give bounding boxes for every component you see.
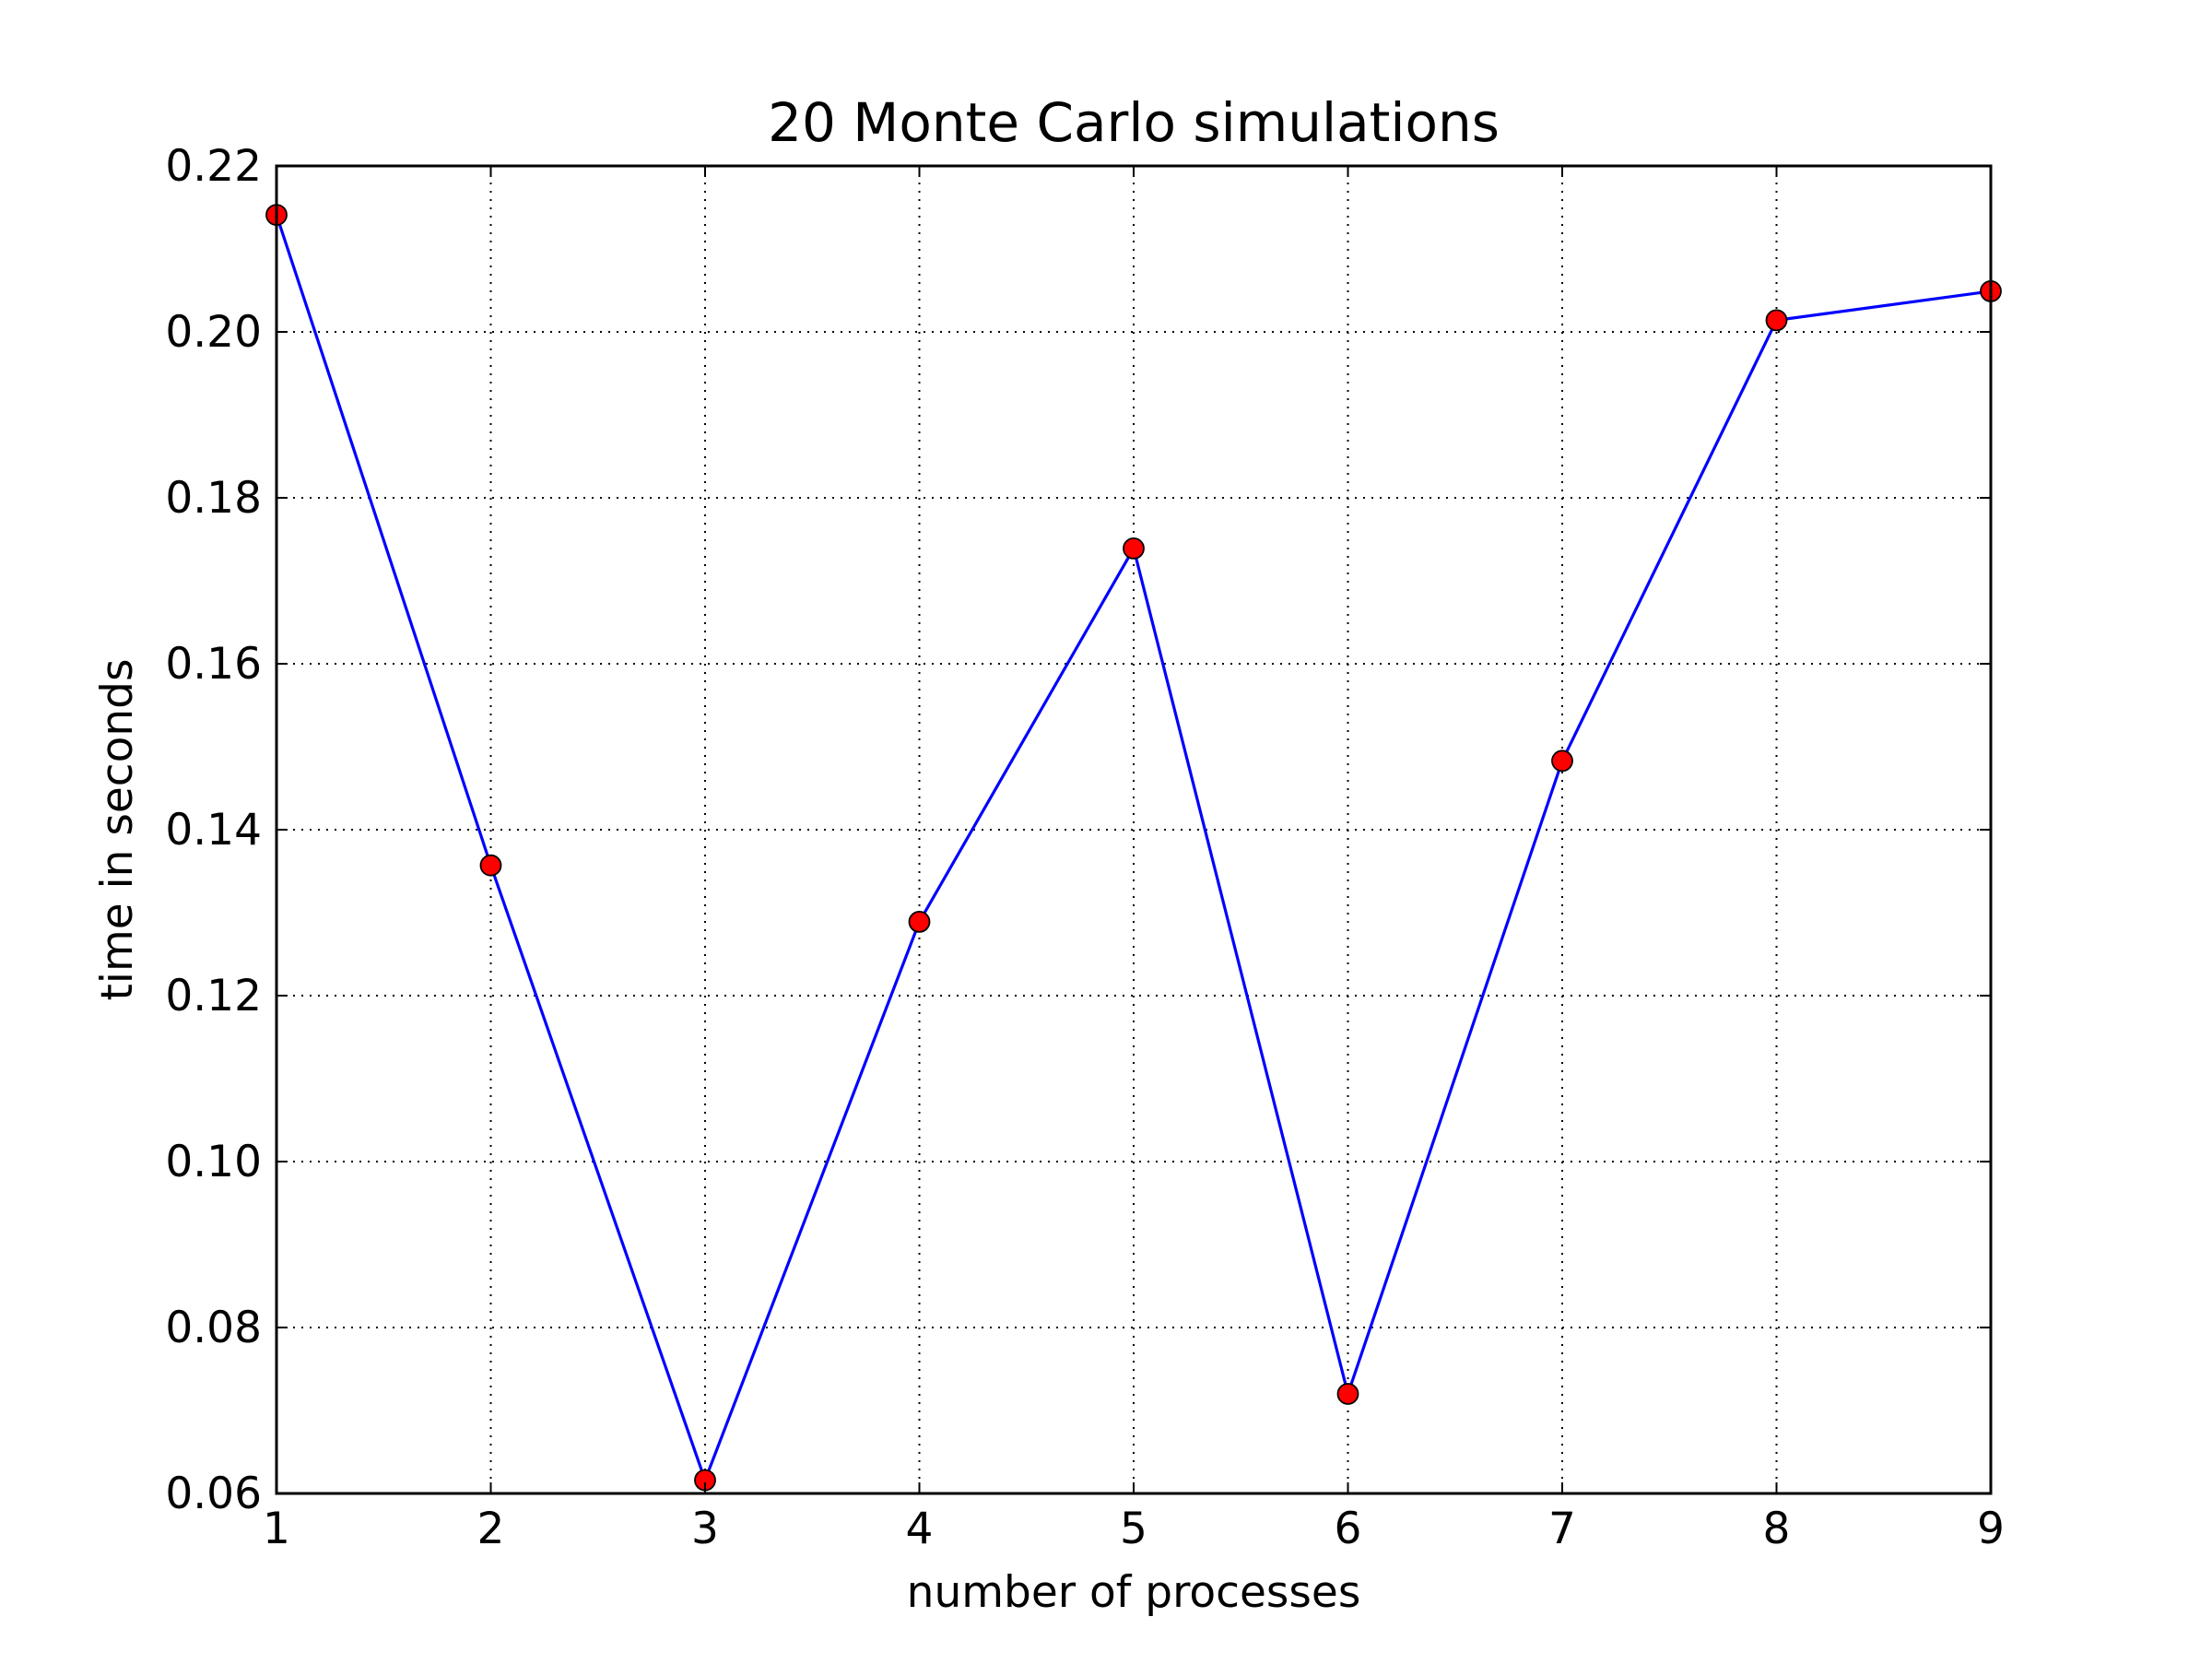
x-tick-label: 6 bbox=[1335, 1504, 1362, 1554]
y-tick-label: 0.20 bbox=[165, 307, 262, 358]
data-point bbox=[1765, 309, 1788, 332]
series-layer bbox=[265, 204, 2002, 1492]
y-tick-label: 0.16 bbox=[165, 639, 262, 690]
y-axis-label: time in seconds bbox=[92, 658, 143, 1000]
chart-title: 20 Monte Carlo simulations bbox=[768, 91, 1500, 154]
x-tick-label: 4 bbox=[906, 1504, 934, 1554]
x-tick-label: 2 bbox=[477, 1504, 505, 1554]
y-tick-label: 0.14 bbox=[165, 805, 262, 856]
x-tick-label: 3 bbox=[691, 1504, 719, 1554]
data-point bbox=[1336, 1383, 1359, 1405]
data-point bbox=[1123, 537, 1145, 560]
grid bbox=[276, 166, 1991, 1493]
y-tick-label: 0.06 bbox=[165, 1469, 262, 1519]
x-tick-label: 7 bbox=[1548, 1504, 1576, 1554]
y-tick-label: 0.08 bbox=[165, 1303, 262, 1353]
x-tick-label: 1 bbox=[263, 1504, 290, 1554]
x-tick-label: 8 bbox=[1763, 1504, 1791, 1554]
data-point bbox=[908, 911, 931, 933]
data-point bbox=[1551, 749, 1573, 773]
y-tick-label: 0.10 bbox=[165, 1137, 262, 1187]
x-tick-label: 5 bbox=[1120, 1504, 1147, 1554]
y-tick-label: 0.18 bbox=[165, 473, 262, 524]
y-tick-label: 0.22 bbox=[165, 141, 262, 192]
y-tick-label: 0.12 bbox=[165, 971, 262, 1021]
data-point bbox=[479, 854, 502, 877]
x-axis-label: number of processes bbox=[907, 1567, 1361, 1618]
ticks: 1 2 3 4 5 6 7 8 9 0.06 0.08 0.10 0.12 0.14 0.16 0.18 0.2… bbox=[165, 141, 2005, 1554]
x-tick-label: 9 bbox=[1977, 1504, 2005, 1554]
